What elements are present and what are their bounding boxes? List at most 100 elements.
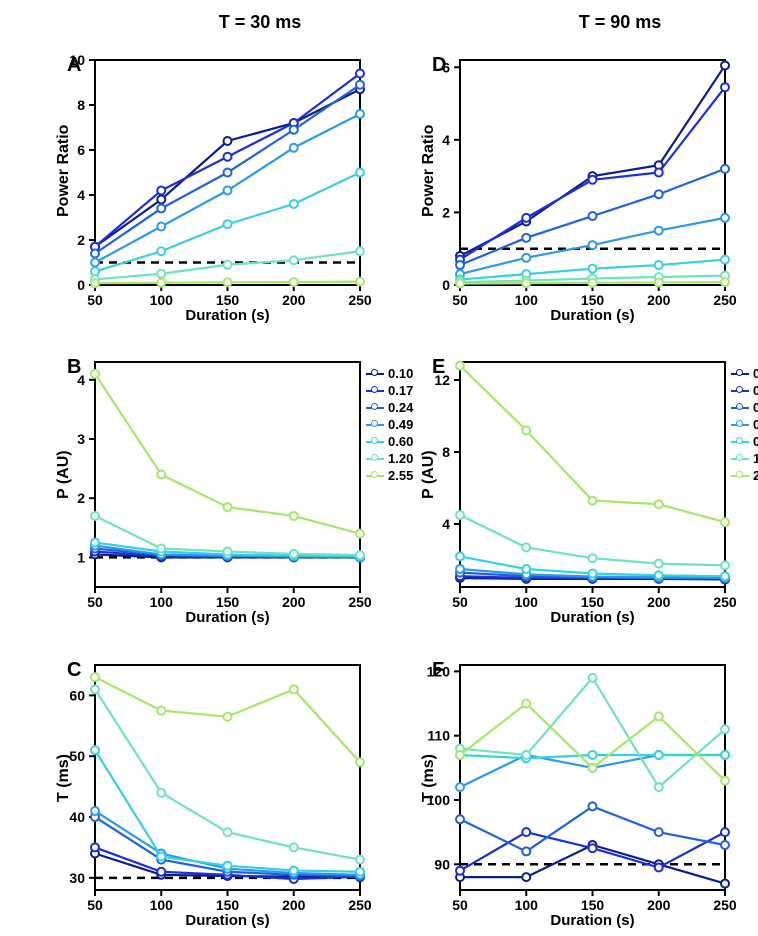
marker-E-0.60-3 bbox=[655, 571, 663, 579]
marker-F-0.49-0 bbox=[456, 783, 464, 791]
xlabel-F: Duration (s) bbox=[460, 912, 725, 929]
svg-text:250: 250 bbox=[713, 897, 737, 913]
svg-text:4: 4 bbox=[442, 516, 450, 532]
marker-D-0.24-0 bbox=[456, 261, 464, 269]
svg-text:200: 200 bbox=[647, 897, 671, 913]
plot-B: 501001502002501234 bbox=[95, 362, 370, 597]
legend-item-2.55: 2.55 bbox=[366, 467, 413, 484]
panel-C: CT (ms)Duration (s)501001502002503040506… bbox=[95, 665, 360, 890]
svg-text:50: 50 bbox=[452, 594, 468, 610]
marker-D-2.55-3 bbox=[655, 278, 663, 286]
marker-C-0.60-4 bbox=[356, 868, 364, 876]
svg-text:150: 150 bbox=[581, 594, 605, 610]
svg-text:150: 150 bbox=[216, 292, 240, 308]
marker-D-0.49-2 bbox=[589, 241, 597, 249]
xlabel-D: Duration (s) bbox=[460, 307, 725, 324]
svg-text:50: 50 bbox=[452, 897, 468, 913]
marker-D-0.17-2 bbox=[589, 176, 597, 184]
xlabel-E: Duration (s) bbox=[460, 609, 725, 626]
marker-F-0.60-2 bbox=[589, 751, 597, 759]
marker-E-2.55-2 bbox=[589, 497, 597, 505]
legend-label: 0.24 bbox=[388, 400, 413, 415]
marker-C-0.17-0 bbox=[91, 843, 99, 851]
legend-item-2.55: 2.55 bbox=[731, 467, 758, 484]
legend-item-0.10: 0.10 bbox=[366, 365, 413, 382]
marker-D-0.60-4 bbox=[721, 256, 729, 264]
marker-D-0.49-3 bbox=[655, 227, 663, 235]
marker-F-0.60-4 bbox=[721, 751, 729, 759]
marker-E-0.49-0 bbox=[456, 565, 464, 573]
marker-D-0.60-3 bbox=[655, 261, 663, 269]
marker-C-2.55-2 bbox=[224, 713, 232, 721]
legend-label: 0.60 bbox=[388, 434, 413, 449]
marker-F-2.55-0 bbox=[456, 751, 464, 759]
svg-text:100: 100 bbox=[515, 594, 539, 610]
svg-text:250: 250 bbox=[348, 292, 372, 308]
legend-label: 1.20 bbox=[753, 451, 758, 466]
panel-label-F: F bbox=[432, 659, 444, 682]
col-title-left: T = 30 ms bbox=[160, 12, 360, 33]
marker-E-1.20-2 bbox=[589, 554, 597, 562]
marker-A-0.10-2 bbox=[224, 137, 232, 145]
marker-D-0.60-2 bbox=[589, 265, 597, 273]
marker-E-2.55-3 bbox=[655, 500, 663, 508]
marker-F-2.55-3 bbox=[655, 712, 663, 720]
svg-text:250: 250 bbox=[713, 594, 737, 610]
marker-F-1.20-2 bbox=[589, 674, 597, 682]
marker-C-0.49-0 bbox=[91, 807, 99, 815]
marker-A-0.60-2 bbox=[224, 220, 232, 228]
svg-text:2: 2 bbox=[442, 204, 450, 220]
plot-F: 5010015020025090100110120 bbox=[460, 665, 735, 900]
marker-D-2.55-0 bbox=[456, 280, 464, 288]
marker-E-1.20-4 bbox=[721, 561, 729, 569]
marker-E-2.55-0 bbox=[456, 362, 464, 370]
marker-C-0.60-2 bbox=[224, 862, 232, 870]
marker-C-0.60-3 bbox=[290, 867, 298, 875]
marker-A-0.17-4 bbox=[356, 70, 364, 78]
marker-C-0.60-0 bbox=[91, 746, 99, 754]
marker-F-2.55-1 bbox=[522, 700, 530, 708]
svg-text:150: 150 bbox=[216, 594, 240, 610]
marker-F-1.20-1 bbox=[522, 751, 530, 759]
marker-A-0.60-1 bbox=[157, 247, 165, 255]
ylabel-B: P (AU) bbox=[55, 450, 73, 499]
svg-text:250: 250 bbox=[348, 594, 372, 610]
series-C-0.60 bbox=[95, 750, 360, 872]
marker-A-2.55-3 bbox=[290, 278, 298, 286]
svg-text:60: 60 bbox=[69, 687, 85, 703]
ylabel-D: Power Ratio bbox=[420, 124, 438, 216]
plot-E: 501001502002504812 bbox=[460, 362, 735, 597]
marker-F-0.17-2 bbox=[589, 844, 597, 852]
series-D-0.10 bbox=[460, 65, 725, 256]
svg-text:2: 2 bbox=[77, 490, 85, 506]
svg-text:100: 100 bbox=[515, 897, 539, 913]
marker-C-0.60-1 bbox=[157, 853, 165, 861]
marker-C-2.55-3 bbox=[290, 685, 298, 693]
svg-text:200: 200 bbox=[282, 594, 306, 610]
legend-E: 0.100.170.240.490.601.202.55 bbox=[731, 365, 758, 484]
marker-F-0.24-4 bbox=[721, 841, 729, 849]
legend-label: 0.49 bbox=[388, 417, 413, 432]
marker-A-1.20-4 bbox=[356, 247, 364, 255]
marker-D-0.24-2 bbox=[589, 212, 597, 220]
marker-F-0.24-3 bbox=[655, 828, 663, 836]
svg-text:100: 100 bbox=[515, 292, 539, 308]
xlabel-C: Duration (s) bbox=[95, 912, 360, 929]
panel-label-B: B bbox=[67, 356, 81, 379]
marker-D-0.49-1 bbox=[522, 254, 530, 262]
svg-text:3: 3 bbox=[77, 431, 85, 447]
svg-text:2: 2 bbox=[77, 232, 85, 248]
legend-label: 0.17 bbox=[753, 383, 758, 398]
marker-A-0.60-0 bbox=[91, 268, 99, 276]
panel-E: EP (AU)Duration (s)5010015020025048120.1… bbox=[460, 362, 725, 587]
panel-label-D: D bbox=[432, 54, 446, 77]
marker-F-0.17-1 bbox=[522, 828, 530, 836]
figure-grid: T = 30 ms T = 90 ms APower RatioDuration… bbox=[0, 0, 758, 936]
marker-B-2.55-4 bbox=[356, 530, 364, 538]
marker-F-0.17-0 bbox=[456, 867, 464, 875]
marker-A-0.24-4 bbox=[356, 81, 364, 89]
marker-F-2.55-4 bbox=[721, 777, 729, 785]
marker-F-0.10-4 bbox=[721, 880, 729, 888]
marker-F-0.24-1 bbox=[522, 847, 530, 855]
svg-text:100: 100 bbox=[150, 292, 174, 308]
